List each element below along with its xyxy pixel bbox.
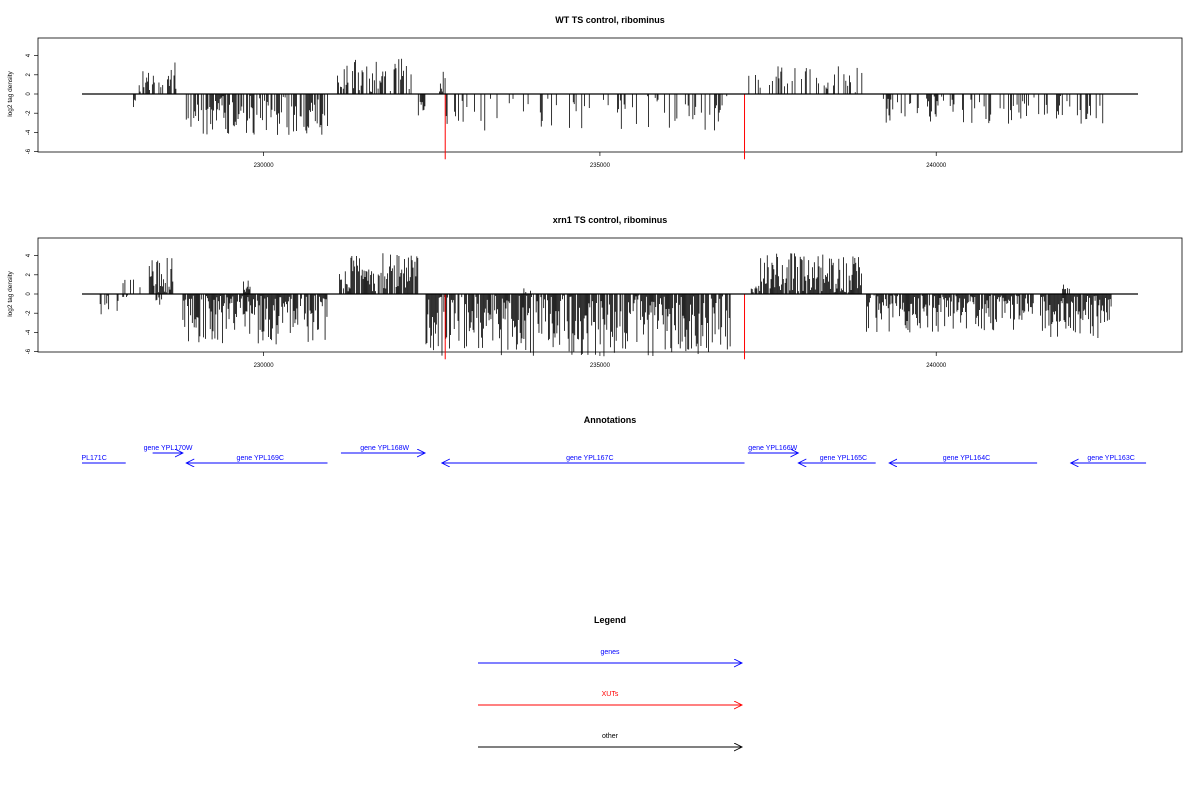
- legend: Legend genes XUTs other: [478, 615, 742, 747]
- gene-label: gene YPL168W: [360, 445, 409, 452]
- legend-label: XUTs: [602, 691, 619, 698]
- wt-y-axis-label: log2 tag density: [7, 70, 14, 116]
- x-tick-label: 230000: [254, 163, 275, 169]
- xrn1-density-panel: xrn1 TS control, ribominus log2 tag dens…: [7, 215, 1183, 369]
- gene-label: gene YPL167C: [566, 455, 613, 462]
- x-tick-label: 240000: [926, 363, 947, 369]
- x-tick-label: 230000: [254, 363, 275, 369]
- xrn1-plot-frame: [37, 237, 1183, 353]
- y-tick-label: 4: [26, 253, 32, 257]
- gene-label: PL171C: [81, 455, 106, 462]
- xrn1-y-axis-label: log2 tag density: [7, 270, 14, 316]
- gene-label: gene YPL170W: [144, 445, 193, 452]
- y-tick-label: -6: [26, 148, 32, 154]
- y-tick-label: 4: [26, 53, 32, 57]
- xrn1-density-bars: [82, 253, 1138, 360]
- annotations-track: Annotations PL171C gene YPL170W gene YPL16…: [81, 415, 1147, 463]
- xrn1-panel-title: xrn1 TS control, ribominus: [553, 215, 668, 225]
- y-tick-label: -4: [26, 329, 32, 335]
- wt-density-panel: WT TS control, ribominus log2 tag densit…: [7, 15, 1183, 169]
- legend-label: genes: [600, 649, 620, 656]
- gene-label: gene YPL165C: [820, 455, 867, 462]
- wt-plot-frame: [37, 37, 1183, 153]
- legend-label: other: [602, 733, 619, 740]
- y-tick-label: 0: [26, 292, 32, 296]
- y-tick-label: -2: [26, 310, 32, 316]
- y-tick-label: -6: [26, 348, 32, 354]
- wt-axes: 4 2 0 -2 -4 -6 230000 235000 240000: [26, 53, 947, 169]
- gene-label: gene YPL166W: [748, 445, 797, 452]
- xrn1-axes: 4 2 0 -2 -4 -6 230000 235000 240000: [26, 253, 947, 369]
- wt-density-bars: [82, 58, 1138, 160]
- y-tick-label: 2: [26, 72, 32, 76]
- wt-panel-title: WT TS control, ribominus: [555, 15, 665, 25]
- y-tick-label: 0: [26, 92, 32, 96]
- x-tick-label: 240000: [926, 163, 947, 169]
- gene-arrows: PL171C gene YPL170W gene YPL169C gene YPL16…: [81, 445, 1147, 463]
- y-tick-label: -2: [26, 110, 32, 116]
- x-tick-label: 235000: [590, 363, 611, 369]
- legend-title: Legend: [594, 615, 626, 625]
- gene-label: gene YPL169C: [237, 455, 284, 462]
- x-tick-label: 235000: [590, 163, 611, 169]
- y-tick-label: -4: [26, 129, 32, 135]
- gene-label: gene YPL163C: [1087, 455, 1134, 462]
- annotations-title: Annotations: [584, 415, 637, 425]
- gene-label: gene YPL164C: [943, 455, 990, 462]
- y-tick-label: 2: [26, 272, 32, 276]
- legend-items: genes XUTs other: [478, 649, 742, 747]
